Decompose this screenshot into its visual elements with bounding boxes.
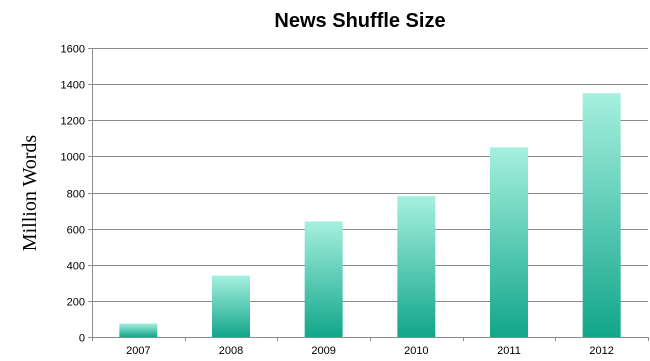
bar-2009: [304, 221, 343, 337]
y-tick-label: 0: [79, 333, 85, 345]
y-tick-label: 1400: [61, 80, 85, 92]
x-tick-label: 2012: [589, 345, 613, 357]
grid-lines: [92, 48, 648, 302]
y-tick-label: 600: [67, 225, 85, 237]
bar-2011: [490, 147, 528, 337]
x-axis-ticks: 2007 2008 2009 2010 2011 2012: [92, 337, 649, 357]
x-tick-label: 2011: [497, 345, 521, 357]
y-tick-label: 200: [67, 297, 85, 309]
y-tick-label: 1000: [61, 152, 85, 164]
bars: [119, 93, 621, 337]
bar-2007: [119, 323, 158, 337]
y-tick-label: 800: [67, 189, 85, 201]
chart-title: News Shuffle Size: [274, 10, 445, 32]
y-axis-ticks: 0 200 400 600 800 1000 1200 1400 1600: [61, 44, 92, 345]
y-tick-label: 1200: [61, 116, 85, 128]
x-tick-label: 2009: [311, 345, 335, 357]
y-tick-label: 400: [67, 261, 85, 273]
bar-2012: [582, 93, 621, 337]
x-tick-label: 2010: [404, 345, 428, 357]
y-axis-label: Million Words: [19, 135, 41, 252]
x-tick-label: 2008: [219, 345, 243, 357]
bar-2008: [212, 275, 250, 337]
y-tick-label: 1600: [61, 44, 85, 56]
bar-2010: [397, 196, 436, 337]
x-tick-label: 2007: [126, 345, 150, 357]
